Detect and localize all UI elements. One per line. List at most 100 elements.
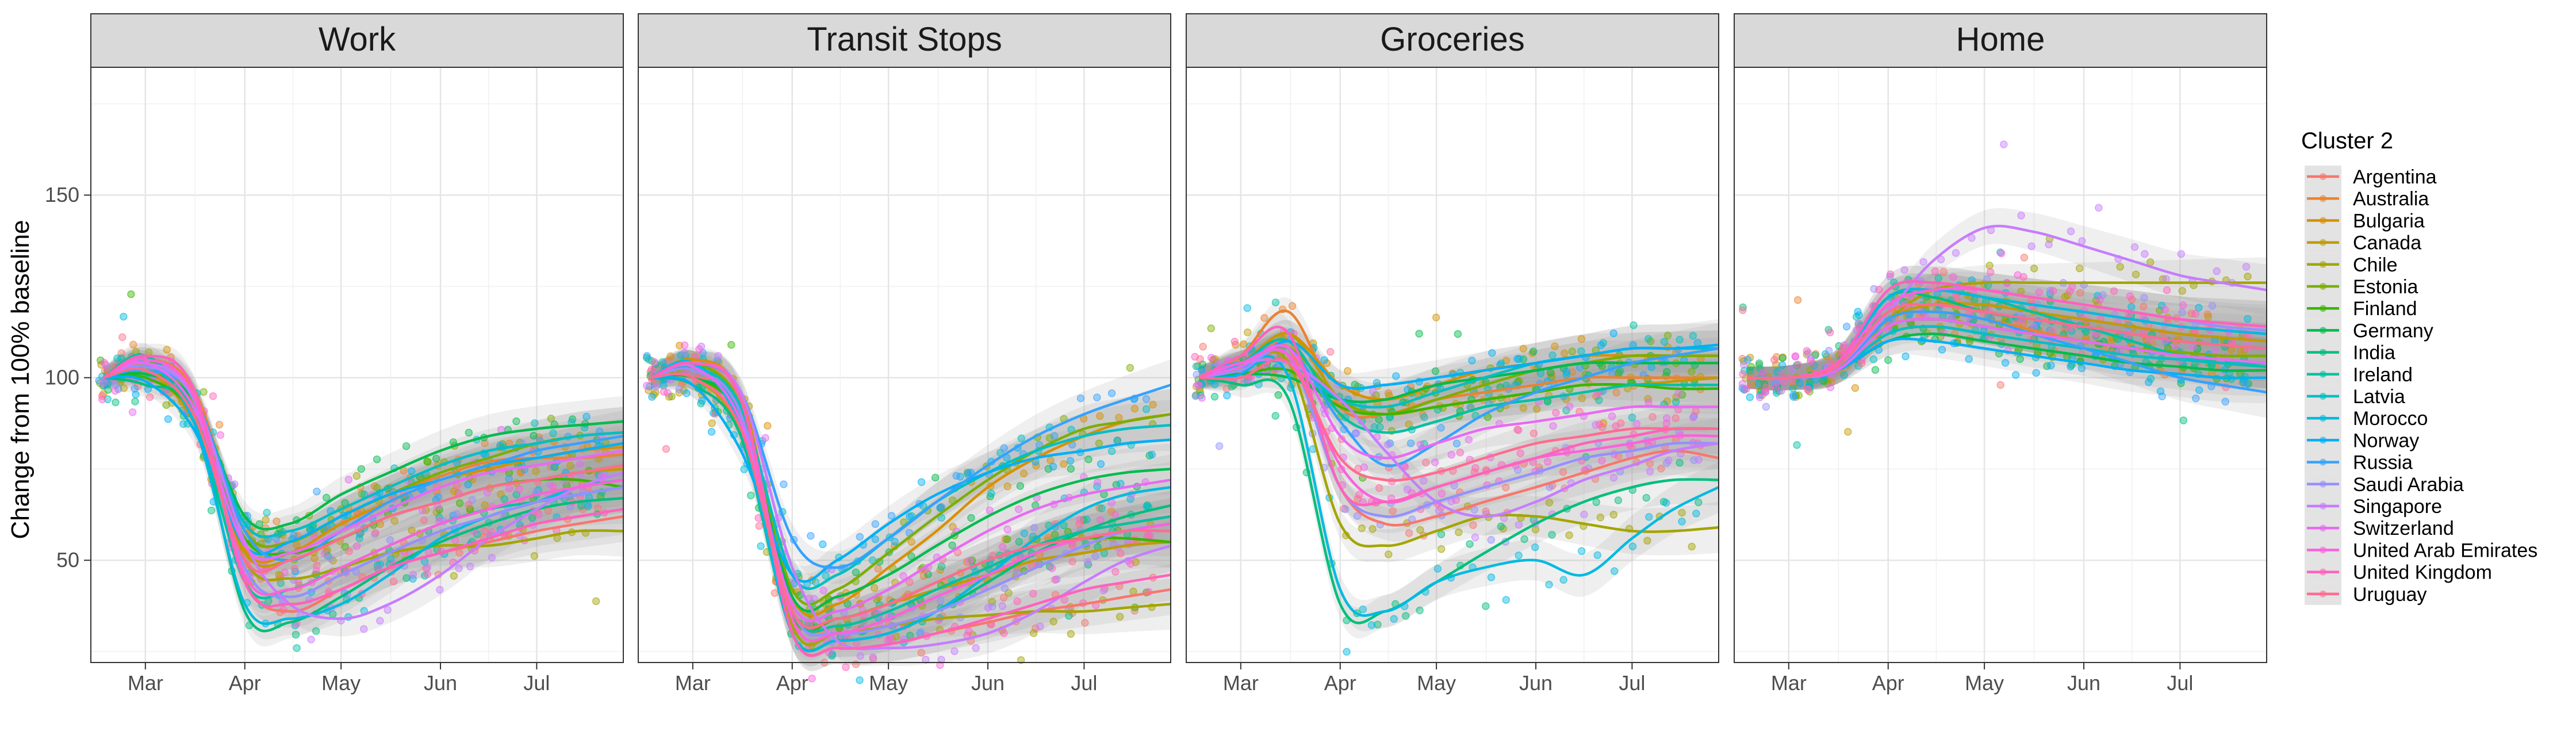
data-point [1568,347,1577,355]
legend-key-point [2320,239,2326,246]
data-point [1531,526,1540,534]
data-point [215,420,224,429]
data-point [576,460,584,468]
data-point [1598,457,1606,465]
data-point [113,354,121,362]
data-point [402,442,411,450]
panel-strip [1186,13,1719,68]
x-tick-label: May [1417,671,1456,695]
series-line [1199,358,1719,482]
data-point [856,676,864,684]
data-point [1551,342,1559,350]
data-point [1678,518,1686,526]
legend-key-point [2320,458,2326,466]
data-point [2179,416,2188,424]
data-point [1000,629,1008,637]
data-point [1688,367,1696,376]
legend-key-point [2320,524,2326,532]
data-point [1243,304,1251,312]
data-point [1015,538,1023,546]
data-point [1610,567,1619,575]
data-point [2179,301,2187,309]
data-point [1996,381,2004,389]
data-point [1243,328,1252,336]
data-point [1593,551,1602,560]
data-point [1419,477,1428,485]
data-point [1405,529,1413,537]
data-point [1630,321,1638,330]
data-point [1577,347,1585,355]
data-point [1746,393,1754,401]
data-point [965,557,974,565]
data-point [1095,439,1103,447]
data-point [466,562,474,570]
data-point [2035,288,2044,297]
data-point [320,550,329,558]
data-point [1919,258,1927,266]
data-point [871,535,880,543]
data-point [764,422,772,430]
data-point [1662,499,1670,507]
x-tick-label: Jun [424,671,457,695]
data-point [1048,564,1056,572]
data-point [948,541,956,550]
data-point [2067,362,2075,371]
series-line [650,363,1171,623]
data-point [179,420,187,428]
panel-grid [91,67,623,663]
data-point [1422,458,1430,467]
confidence-ribbon [1199,319,1719,404]
data-point [1191,392,1199,400]
data-point [1454,330,1462,338]
data-point [358,490,366,498]
data-point [1084,455,1092,464]
data-point [1796,379,1804,388]
data-point [952,472,960,480]
panel-strip [90,13,624,68]
data-point [352,472,361,480]
data-point [131,397,139,405]
data-point [2221,397,2229,406]
data-point [2128,303,2136,311]
data-point [1577,547,1586,555]
data-point [1487,536,1495,544]
data-point [531,419,539,427]
data-point [707,428,716,436]
data-point [1094,478,1102,487]
data-point [1519,344,1528,353]
data-point [582,412,591,421]
data-point [1826,328,1834,336]
data-point [386,536,394,544]
data-point [2011,371,2020,379]
confidence-ribbon [1747,265,2267,391]
data-point [1143,502,1151,511]
data-point [2158,392,2166,401]
data-point [869,653,877,661]
data-point [432,454,440,463]
data-point [1326,347,1335,356]
data-point [2244,272,2252,281]
data-point [1375,415,1383,424]
data-point [643,352,651,360]
legend-item: Uruguay [2305,583,2427,606]
data-point [1065,612,1073,620]
data-point [1013,597,1021,606]
data-point [675,385,683,393]
data-point [660,381,668,390]
data-point [1857,359,1866,367]
data-point [1359,605,1367,614]
data-point [1592,498,1600,506]
x-tick-label: Apr [1324,671,1356,695]
data-point [483,488,492,497]
data-point [1360,463,1368,472]
data-point [1754,380,1763,388]
data-point [887,512,896,520]
panel-title: Transit Stops [807,21,1002,58]
data-point [1949,273,1957,281]
legend-label: Germany [2353,320,2433,342]
legend-label: United Arab Emirates [2353,539,2537,561]
data-point [680,341,689,350]
data-point [423,457,431,466]
data-point [1199,343,1207,351]
